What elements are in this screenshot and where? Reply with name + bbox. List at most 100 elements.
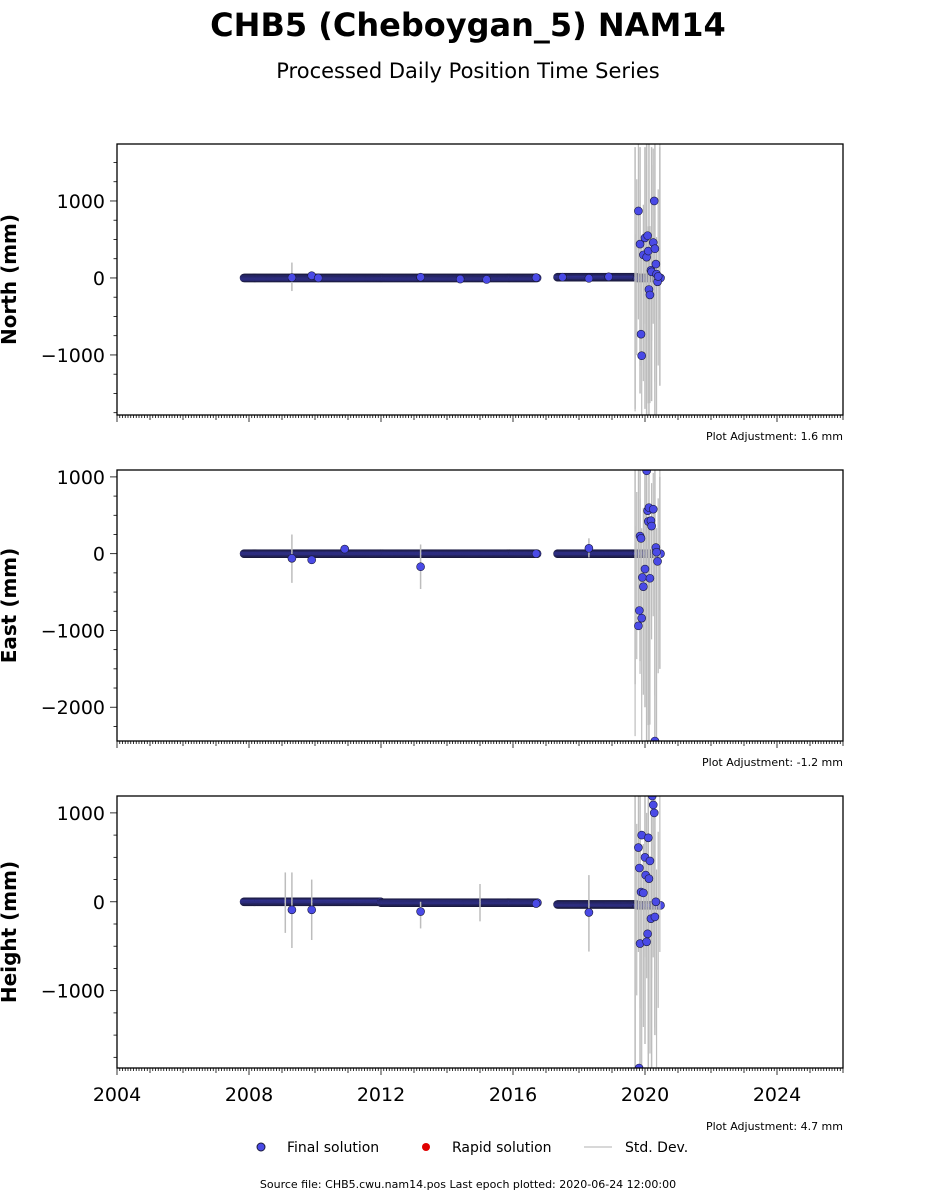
data-point [416,907,425,916]
plot-area-north [239,144,665,415]
data-point [640,564,650,574]
data-point [634,206,643,216]
legend-final-marker [256,1142,266,1152]
y-tick-label: 0 [93,268,105,290]
data-point [531,899,541,908]
panel-east: −2000 −1000 0 1000 East (mm) Plot Adjustment:… [0,467,844,769]
data-point [651,259,661,269]
data-point [644,874,654,883]
plot-adjustment-east: Plot Adjustment: -1.2 mm [702,756,843,769]
dense-series-east-0 [239,549,542,558]
x-tick-label: 2004 [93,1084,141,1106]
data-point [287,273,297,282]
data-point [287,553,297,563]
data-point [584,274,594,283]
plot-frame-height [116,795,844,1069]
y-tick-label: 0 [93,544,105,566]
x-ticks-north [116,415,844,422]
data-point [648,800,658,810]
x-tick-label: 2020 [621,1084,669,1106]
data-point [558,272,567,282]
data-point [636,534,646,543]
data-point [647,521,656,531]
data-point [416,272,425,282]
y-tick-label: −1000 [41,345,105,367]
data-point [645,856,655,866]
data-point [647,796,657,801]
dense-series-height-1 [376,898,542,907]
data-point [653,272,663,281]
dense-series-height-0 [239,897,385,907]
data-point [649,808,659,818]
x-tick-label: 2008 [225,1084,273,1106]
panels-group: −1000 0 1000 North (mm) Plot Adjustment: 1.6… [0,143,844,1133]
data-point [634,621,643,631]
x-ticks-east [116,741,844,748]
data-point [643,929,652,939]
figure-subtitle: Processed Daily Position Time Series [276,59,660,83]
y-tick-label: 1000 [57,191,105,213]
data-point [455,274,465,284]
data-point [531,273,541,282]
y-tick-label: −1000 [41,620,105,642]
data-point [650,912,660,922]
plot-area-height [239,796,665,1068]
data-point [340,544,350,554]
y-tick-label: −1000 [41,981,105,1003]
plot-frame-east [116,469,844,742]
y-ticks-north [110,162,117,414]
data-point [635,239,645,249]
data-point [307,555,317,565]
data-point [652,547,661,557]
y-ticks-height [110,812,117,1058]
data-point [635,863,644,873]
data-point [642,937,651,947]
y-axis-label-east: East (mm) [0,548,21,664]
data-point [531,549,541,558]
y-axis-label-north: North (mm) [0,214,21,345]
source-note: Source file: CHB5.cwu.nam14.pos Last epo… [260,1178,676,1191]
panel-height: 2004 2008 2012 2016 2020 2024 −1000 0 1000 Height… [0,795,844,1133]
data-point [584,544,594,553]
dense-series-east-1 [553,549,642,558]
y-tick-label: 0 [93,892,105,914]
legend-final-label: Final solution [287,1140,379,1156]
figure-title: CHB5 (Cheboygan_5) NAM14 [210,6,726,44]
plot-adjustment-north: Plot Adjustment: 1.6 mm [706,430,843,443]
data-point [650,244,660,254]
dense-series-height-2 [553,900,642,909]
data-point [642,470,651,476]
data-point [604,272,614,282]
data-point [645,573,655,583]
dense-series-north-0 [239,273,542,283]
data-point [648,504,658,514]
data-point [651,897,661,907]
x-ticks-height [116,1068,844,1075]
y-tick-label: 1000 [57,803,105,825]
y-tick-label: 1000 [57,467,105,489]
data-point [634,1063,644,1068]
data-point [635,606,644,615]
data-point [645,290,655,300]
data-point [307,905,317,915]
data-point [482,275,491,284]
legend-rapid-marker [422,1143,430,1151]
legend-stddev-label: Std. Dev. [625,1140,688,1156]
data-point [637,613,647,623]
data-point [639,888,648,898]
data-point [643,833,653,843]
y-axis-label-height: Height (mm) [0,861,21,1003]
x-tick-label: 2012 [357,1084,405,1106]
data-point [650,736,660,741]
plot-adjustment-height: Plot Adjustment: 4.7 mm [706,1120,843,1133]
data-point [639,582,648,591]
plot-area-east [239,470,665,741]
data-point [287,905,297,915]
data-point [634,843,643,852]
data-point [313,273,323,283]
data-point [637,351,647,361]
data-point [584,908,594,917]
data-point [636,329,646,339]
data-point [649,196,659,206]
